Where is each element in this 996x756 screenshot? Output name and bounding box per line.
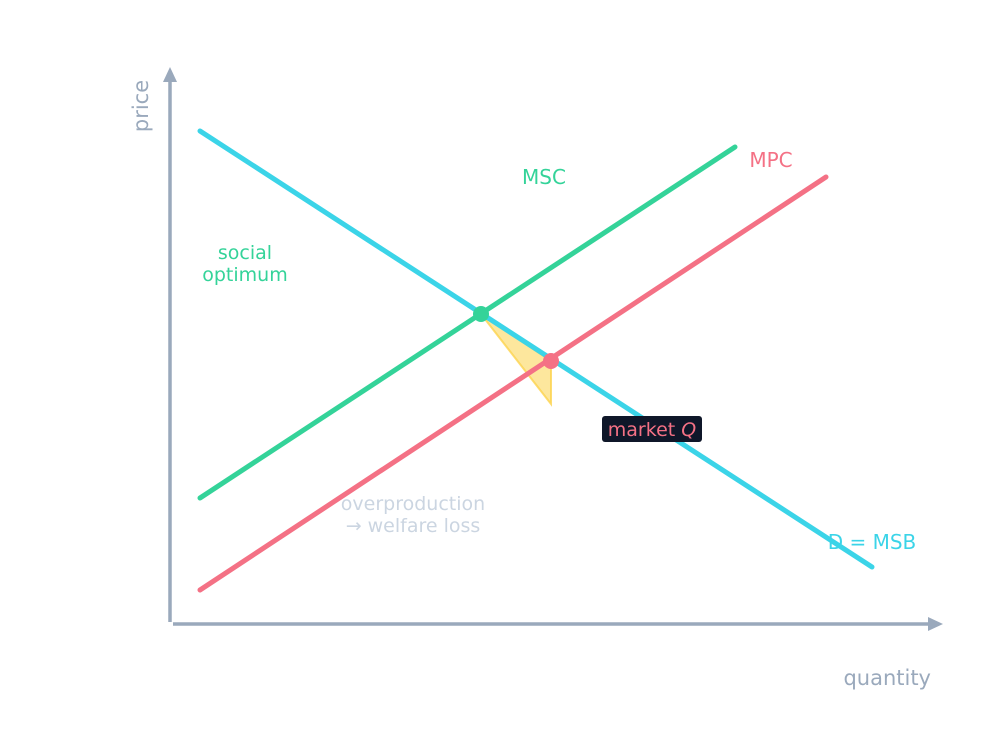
demand-msb-label: D = MSB (828, 530, 917, 554)
demand-msb-curve (197, 128, 875, 570)
welfare-loss-label-line2: → welfare loss (346, 515, 481, 537)
msc-curve (197, 144, 738, 501)
market-q-prefix: market (608, 419, 681, 441)
welfare-loss-label-line1: overproduction (341, 493, 485, 515)
market-equilibrium-point (543, 353, 559, 369)
market-q-label: market Q (608, 419, 696, 441)
market-q-label-background (602, 416, 702, 442)
x-axis-arrow (928, 617, 943, 631)
x-axis-label: quantity (843, 666, 931, 690)
mpc-curve (197, 174, 829, 593)
mpc-label: MPC (749, 148, 792, 172)
deadweight-loss-triangle (480, 313, 552, 407)
social-optimum-point (473, 306, 489, 322)
market-q-symbol: Q (681, 419, 696, 441)
msc-label: MSC (522, 165, 566, 189)
social-optimum-label-line2: optimum (202, 264, 287, 286)
y-axis-arrow (163, 67, 177, 82)
y-axis-label: price (129, 80, 153, 132)
social-optimum-label-line1: social (218, 242, 272, 264)
